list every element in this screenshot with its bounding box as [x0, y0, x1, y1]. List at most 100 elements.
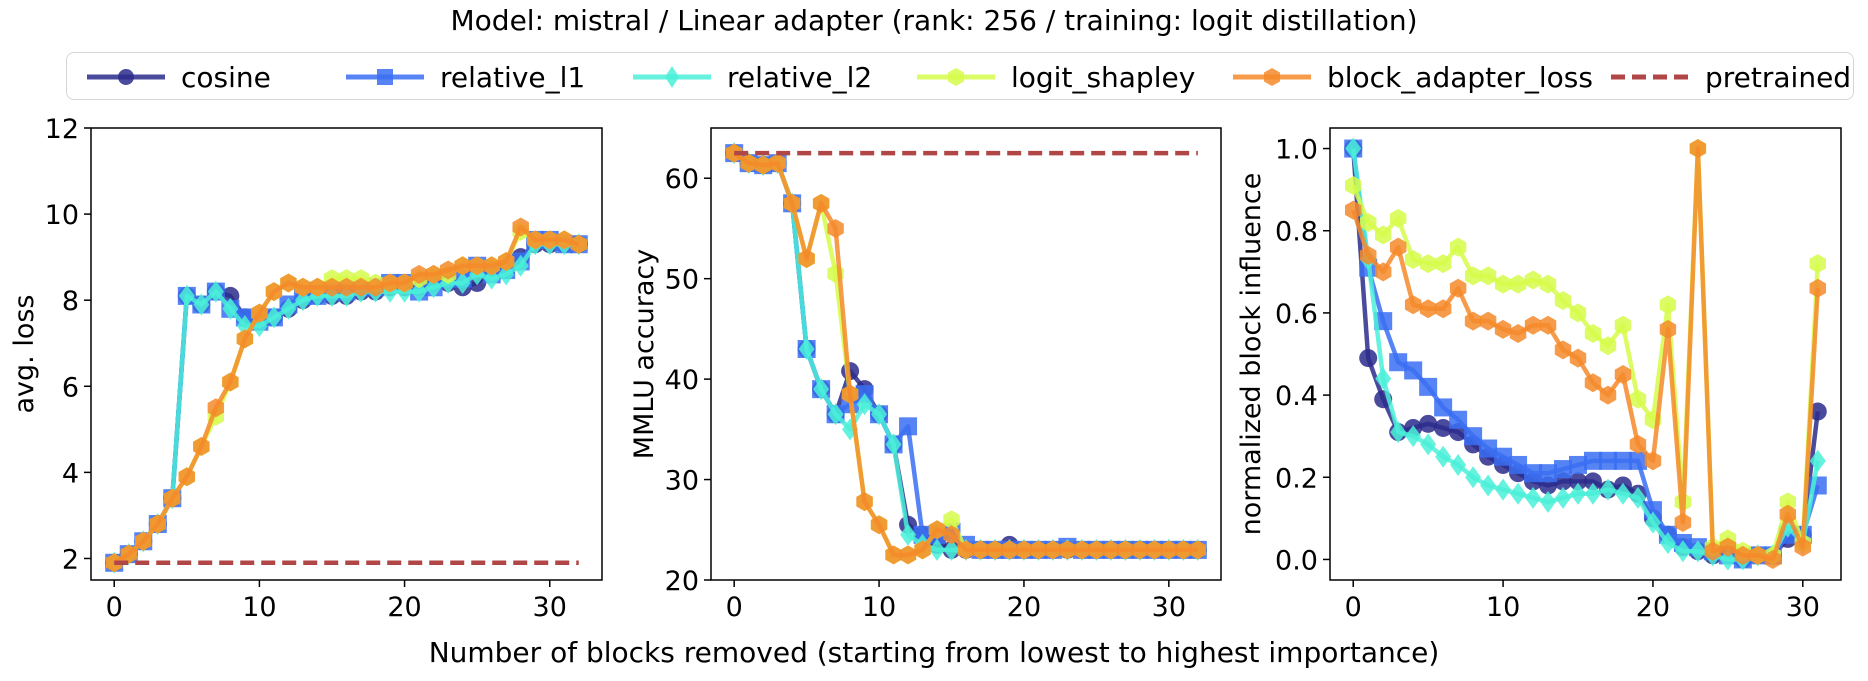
- data-point-block-adapter-loss: [885, 545, 902, 565]
- data-point-logit-shapley: [1449, 237, 1467, 257]
- data-point-relative-l1: [1419, 377, 1438, 396]
- legend-label-relative-l1: relative_l1: [440, 60, 586, 94]
- data-point-relative-l2: [1540, 490, 1557, 513]
- x-axis-title: Number of blocks removed (starting from …: [428, 636, 1440, 669]
- data-point-relative-l1: [899, 417, 918, 436]
- x-tick-label: 10: [242, 592, 276, 623]
- data-point-relative-l1: [1389, 353, 1408, 372]
- data-point-logit-shapley: [1434, 254, 1452, 274]
- y-tick-label: 30: [665, 466, 699, 497]
- data-point-relative-l1: [1479, 439, 1498, 458]
- data-point-relative-l1: [1404, 361, 1423, 380]
- data-point-block-adapter-loss: [178, 467, 196, 487]
- data-point-block-adapter-loss: [1614, 365, 1632, 385]
- data-point-relative-l1: [1583, 451, 1602, 470]
- data-point-block-adapter-loss: [512, 217, 529, 237]
- data-point-block-adapter-loss: [928, 520, 946, 540]
- y-axis-title-2: MMLU accuracy: [629, 249, 660, 459]
- data-point-relative-l1: [1598, 451, 1617, 470]
- data-point-relative-l2: [885, 433, 902, 456]
- data-point-logit-shapley: [1419, 254, 1437, 274]
- data-point-logit-shapley: [1809, 254, 1826, 274]
- x-tick-label: 30: [1152, 592, 1186, 623]
- figure-title: Model: mistral / Linear adapter (rank: 2…: [450, 4, 1418, 37]
- y-tick-label: 0.4: [1275, 381, 1318, 412]
- data-point-logit-shapley: [943, 510, 960, 530]
- data-point-block-adapter-loss: [986, 540, 1004, 560]
- data-point-logit-shapley: [1359, 213, 1377, 233]
- data-point-block-adapter-loss: [1629, 434, 1647, 454]
- data-point-logit-shapley: [1494, 274, 1512, 294]
- axes-frame-2: [710, 127, 1222, 581]
- data-point-block-adapter-loss: [367, 277, 384, 297]
- y-tick-label: 50: [665, 265, 699, 296]
- data-point-relative-l2: [178, 284, 195, 307]
- data-point-relative-l2: [1420, 433, 1437, 456]
- legend-label-logit-shapley: logit_shapley: [1011, 60, 1196, 94]
- data-point-block-adapter-loss: [754, 155, 772, 175]
- data-point-block-adapter-loss: [1131, 540, 1149, 560]
- data-point-block-adapter-loss: [827, 218, 844, 238]
- data-point-relative-l2: [1555, 486, 1572, 509]
- data-point-cosine: [1583, 472, 1602, 491]
- data-point-relative-l2: [1465, 466, 1482, 489]
- data-point-block-adapter-loss: [1599, 385, 1617, 405]
- data-point-logit-shapley: [1659, 295, 1677, 315]
- data-point-cosine: [1419, 414, 1438, 433]
- data-point-relative-l2: [1435, 445, 1452, 468]
- data-point-relative-l2: [900, 523, 917, 546]
- data-point-block-adapter-loss: [1479, 311, 1497, 331]
- y-axis-title-1: avg. loss: [9, 295, 40, 414]
- data-point-logit-shapley: [1479, 266, 1497, 286]
- data-point-block-adapter-loss: [570, 234, 587, 254]
- y-tick-label: 1.0: [1275, 135, 1318, 166]
- data-point-block-adapter-loss: [338, 277, 355, 297]
- data-point-relative-l1: [1464, 427, 1483, 446]
- data-point-logit-shapley: [1569, 303, 1587, 323]
- legend-item-block-adapter-loss: block_adapter_loss: [1229, 53, 1593, 101]
- data-point-block-adapter-loss: [1434, 299, 1452, 319]
- data-point-relative-l2: [425, 276, 442, 299]
- y-tick-label: 12: [45, 114, 79, 145]
- y-axis-title-3: normalized block influence: [1236, 173, 1267, 536]
- legend-swatch-block-adapter-loss: [1233, 68, 1311, 86]
- data-point-block-adapter-loss: [1001, 540, 1018, 560]
- legend: cosine relative_l1 relative_l2 logit_sha…: [66, 52, 1854, 100]
- data-point-block-adapter-loss: [1389, 237, 1407, 257]
- data-point-block-adapter-loss: [497, 251, 515, 271]
- data-point-block-adapter-loss: [1374, 262, 1392, 282]
- data-point-relative-l2: [813, 378, 830, 401]
- data-point-relative-l2: [222, 297, 239, 320]
- plot-area-2: [725, 142, 1207, 565]
- data-point-block-adapter-loss: [1044, 540, 1062, 560]
- data-point-block-adapter-loss: [1175, 540, 1192, 560]
- data-point-relative-l2: [280, 297, 297, 320]
- chart-panel-3: 0 10 20 30 0.0 0.2 0.4 0.6 0.8 1.0 normalized bloc…: [1236, 127, 1842, 623]
- data-point-block-adapter-loss: [1674, 512, 1692, 532]
- legend-label-relative-l2: relative_l2: [727, 60, 873, 94]
- data-point-block-adapter-loss: [1088, 540, 1105, 560]
- data-point-relative-l1: [1449, 410, 1468, 429]
- data-point-cosine: [1434, 418, 1453, 437]
- data-point-relative-l2: [1629, 486, 1646, 509]
- legend-swatch-relative-l1: [346, 69, 424, 85]
- y-tick-label: 0.6: [1275, 299, 1318, 330]
- data-point-logit-shapley: [1374, 225, 1392, 245]
- data-point-block-adapter-loss: [468, 256, 486, 276]
- legend-swatch-pretrained: [1611, 74, 1689, 80]
- data-point-relative-l1: [1628, 451, 1647, 470]
- data-point-block-adapter-loss: [1569, 348, 1587, 368]
- data-point-cosine: [1359, 349, 1378, 368]
- data-point-block-adapter-loss: [1146, 540, 1163, 560]
- y-tick-label: 0.0: [1275, 545, 1318, 576]
- data-point-block-adapter-loss: [1689, 139, 1707, 159]
- data-point-block-adapter-loss: [352, 277, 370, 297]
- data-point-block-adapter-loss: [1059, 540, 1076, 560]
- data-point-block-adapter-loss: [1644, 451, 1662, 471]
- plot-area-3: [1344, 137, 1827, 571]
- legend-swatch-logit-shapley: [917, 68, 995, 86]
- data-point-relative-l2: [1405, 425, 1422, 448]
- chart-panel-2: 0 10 20 30 20 30 40 50 60 MMLU accuracy: [629, 127, 1222, 623]
- data-point-block-adapter-loss: [812, 193, 830, 213]
- data-point-relative-l1: [1524, 464, 1543, 483]
